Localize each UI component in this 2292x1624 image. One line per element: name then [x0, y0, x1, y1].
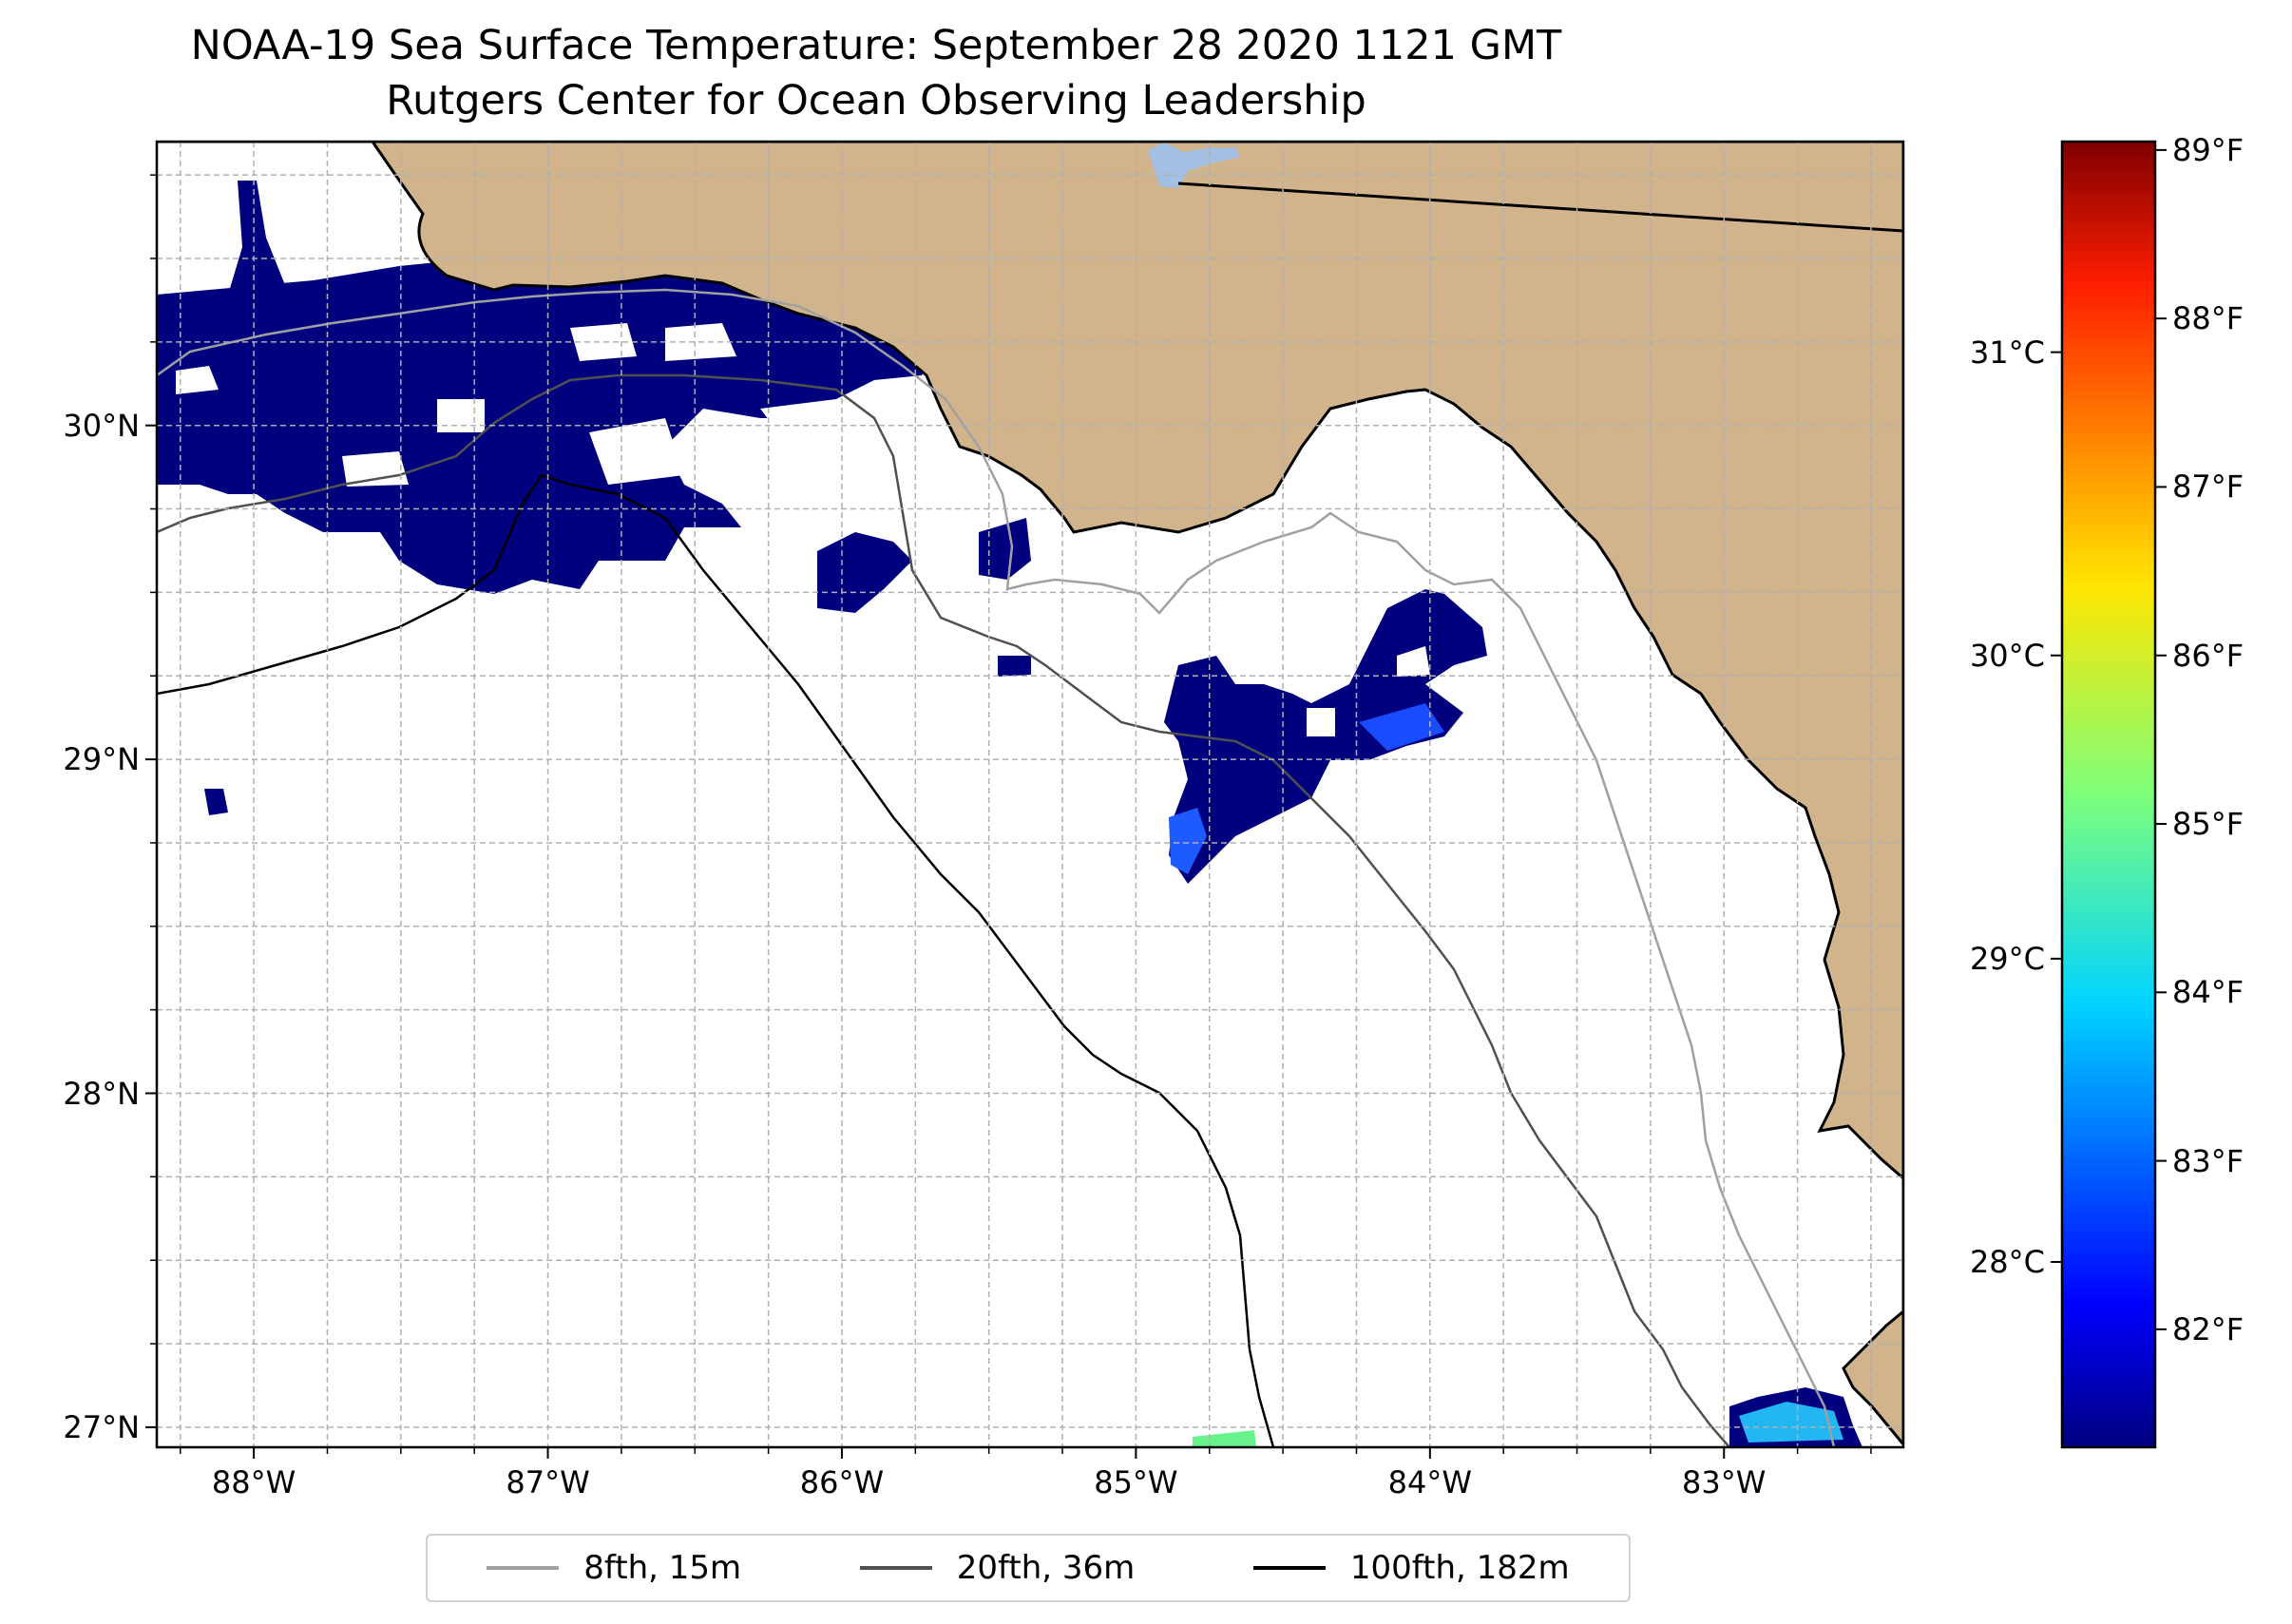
legend-label-8fth: 8fth, 15m: [583, 1549, 742, 1587]
lat-tick-label: 30°N: [63, 407, 140, 444]
cloud-gap-8: [1397, 646, 1430, 677]
colorbar-c-label: 28°C: [1969, 1243, 2045, 1280]
cloud-gap-0: [176, 366, 219, 394]
cloud-gap-5: [589, 418, 684, 485]
colorbar-f-label: 82°F: [2172, 1310, 2244, 1347]
bathymetry-20fth-contour: [157, 373, 1730, 1447]
legend-item-20fth: 20fth, 36m: [859, 1549, 1136, 1587]
cloud-gap-4: [342, 451, 409, 487]
colorbar-c-label: 31°C: [1969, 334, 2045, 371]
legend: 8fth, 15m 20fth, 36m 100fth, 182m: [426, 1534, 1631, 1602]
cloud-gap-3: [437, 399, 485, 432]
sst-data-patch-3: [979, 518, 1031, 580]
legend-item-100fth: 100fth, 182m: [1252, 1549, 1570, 1587]
inland-lake: [1148, 143, 1240, 188]
cloud-gap-6: [760, 399, 855, 447]
legend-swatch-100fth: [1252, 1566, 1326, 1570]
colorbar-f-label: 85°F: [2172, 806, 2244, 843]
chart-title: NOAA-19 Sea Surface Temperature: Septemb…: [190, 22, 1562, 69]
lon-tick-label: 85°W: [1094, 1464, 1178, 1500]
legend-item-8fth: 8fth, 15m: [487, 1549, 741, 1587]
sst-data-patch-5: [998, 656, 1031, 677]
sst-data-layer: [157, 181, 1862, 1447]
sst-data-patch-1: [228, 181, 285, 295]
map-frame: [155, 140, 1905, 1449]
sst-warm-patch-2: [1739, 1402, 1843, 1442]
legend-swatch-20fth: [859, 1566, 932, 1570]
axis-ticks: [145, 174, 1872, 1459]
colorbar-f-label: 86°F: [2172, 637, 2244, 674]
lat-tick-label: 28°N: [63, 1075, 140, 1112]
grid-lines: [157, 142, 1903, 1447]
state-boundary: [1177, 182, 1903, 233]
colorbar: [2060, 140, 2157, 1449]
colorbar-f-label: 89°F: [2172, 131, 2244, 168]
bathymetry-100fth-contour: [157, 473, 1275, 1447]
sst-data-patch-0: [157, 247, 936, 594]
colorbar-f-label: 84°F: [2172, 974, 2244, 1011]
lat-tick-label: 27°N: [63, 1408, 140, 1445]
sst-warm-patch-0: [1169, 808, 1207, 874]
colorbar-c-label: 29°C: [1969, 940, 2045, 977]
colorbar-f-label: 87°F: [2172, 468, 2244, 506]
lon-tick-label: 87°W: [506, 1464, 590, 1500]
land-mass: [157, 142, 1903, 1447]
chart-subtitle: Rutgers Center for Ocean Observing Leade…: [386, 77, 1366, 124]
sst-warm-patch-1: [1359, 703, 1444, 751]
lon-tick-label: 84°W: [1387, 1464, 1472, 1500]
lat-tick-label: 29°N: [63, 741, 140, 778]
sst-data-patch-7: [204, 789, 228, 815]
bathymetry-8fth-contour: [157, 288, 1836, 1447]
cloud-gap-7: [1307, 708, 1335, 736]
colorbar-f-label: 88°F: [2172, 300, 2244, 337]
colorbar-f-label: 83°F: [2172, 1142, 2244, 1179]
lon-tick-label: 86°W: [799, 1464, 885, 1500]
legend-label-20fth: 20fth, 36m: [956, 1549, 1136, 1587]
legend-swatch-8fth: [487, 1566, 560, 1570]
lon-tick-label: 88°W: [211, 1464, 296, 1500]
legend-label-100fth: 100fth, 182m: [1349, 1549, 1570, 1587]
sst-warm-patch-3: [1193, 1430, 1256, 1447]
lon-tick-label: 83°W: [1682, 1464, 1767, 1500]
colorbar-ticks: [2051, 148, 2167, 1330]
colorbar-c-label: 30°C: [1969, 637, 2045, 674]
